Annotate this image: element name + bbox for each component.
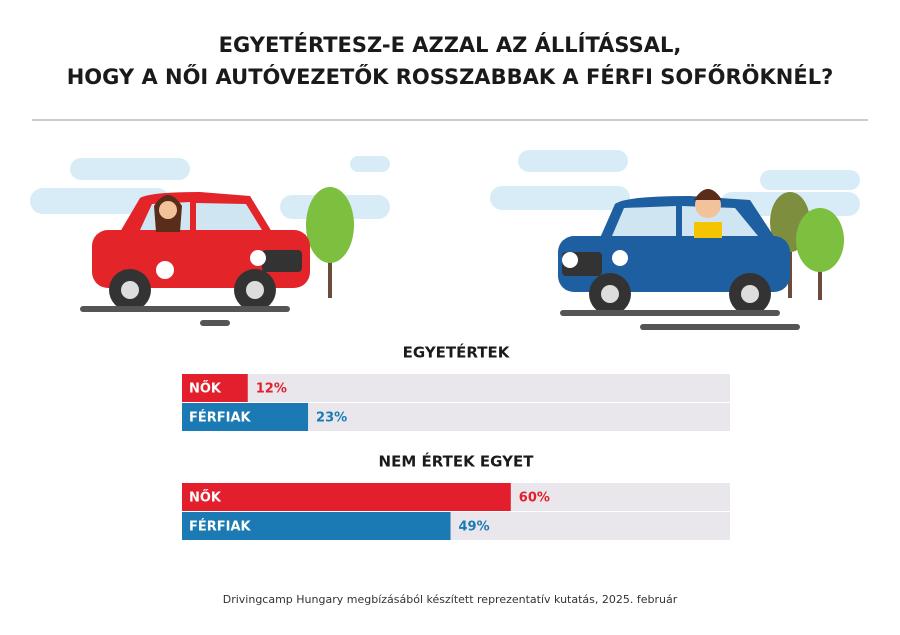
title-line: EGYETÉRTESZ-E AZZAL AZ ÁLLÍTÁSSAL, [219,32,682,57]
category-label: FÉRFIAK [189,519,252,535]
category-label: FÉRFIAK [189,410,252,426]
category-label: NŐK [189,490,222,506]
chart-title: NEM ÉRTEK EGYET [379,452,535,471]
bar [182,374,248,402]
bar-track [182,374,730,402]
illustration-left [30,156,390,326]
category-label: NŐK [189,381,222,397]
chart-title: EGYETÉRTEK [403,343,511,362]
value-label: 60% [519,491,550,506]
illustration-right [490,150,860,330]
title-line: HOGY A NŐI AUTÓVEZETŐK ROSSZABBAK A FÉRF… [67,64,834,89]
value-label: 49% [459,520,490,535]
source-note: Drivingcamp Hungary megbízásából készíte… [223,593,678,606]
bar [182,403,309,431]
bar [182,483,511,511]
bar [182,512,451,540]
value-label: 23% [316,411,347,426]
value-label: 12% [256,382,287,397]
